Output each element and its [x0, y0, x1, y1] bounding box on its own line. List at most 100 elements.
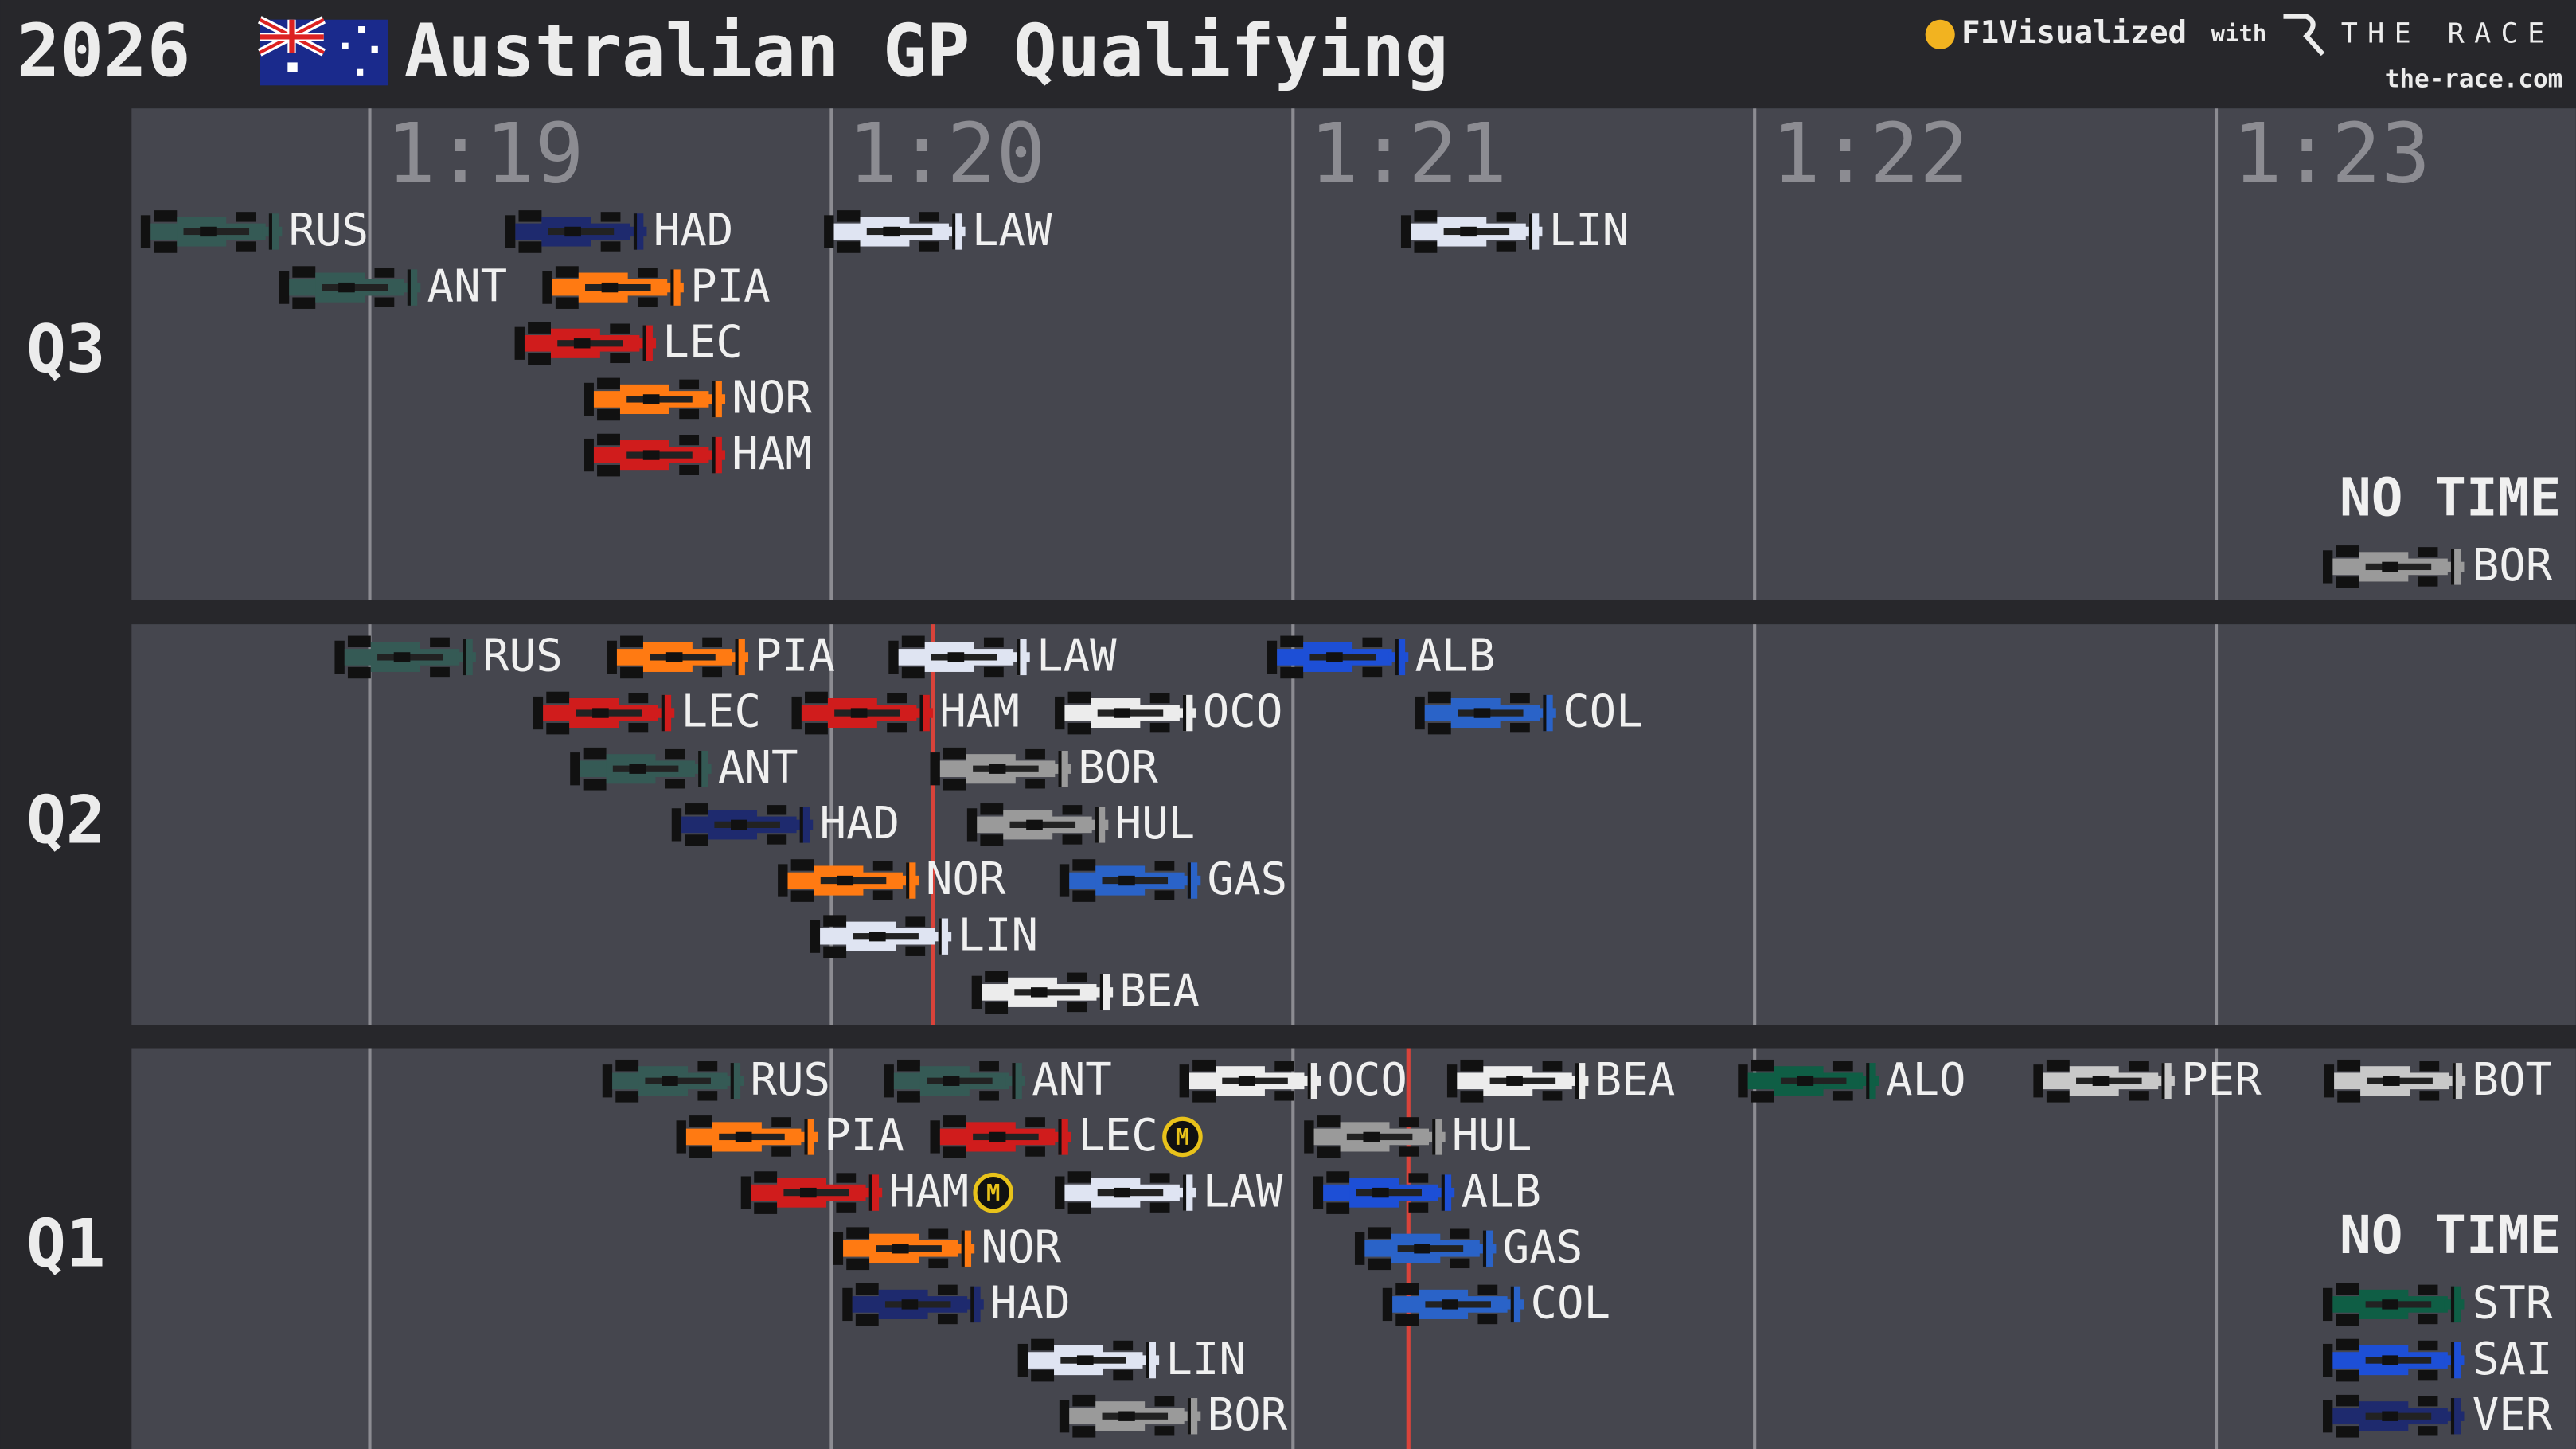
car-part: [676, 1120, 686, 1154]
car-part: [1192, 1091, 1216, 1103]
car-part: [638, 268, 658, 278]
car-part: [570, 752, 580, 786]
car-part: [1192, 1059, 1216, 1072]
car: [1354, 1227, 1497, 1271]
car-part: [2129, 1091, 2149, 1101]
driver-label: LIN: [1165, 1334, 1246, 1385]
car-part: [1238, 1076, 1255, 1086]
car-part: [1113, 1340, 1134, 1351]
car-part: [430, 637, 450, 648]
car-part: [702, 666, 723, 678]
car-part: [2383, 1076, 2400, 1086]
car: [791, 691, 933, 735]
driver-label: BOR: [1078, 742, 1158, 794]
car-part: [1113, 1369, 1134, 1381]
car-part: [528, 353, 551, 365]
car-part: [1067, 972, 1087, 982]
car-part: [292, 297, 316, 309]
no-time-label: NO TIME: [2340, 1205, 2561, 1266]
car-part: [730, 1063, 734, 1099]
car-part: [1222, 1077, 1288, 1084]
car-part: [2336, 1338, 2359, 1351]
car-part: [1543, 694, 1547, 732]
car-part: [546, 691, 570, 704]
driver-label: HUL: [1115, 798, 1196, 849]
car: [971, 971, 1114, 1014]
car-part: [952, 213, 956, 250]
car-part: [2336, 1314, 2359, 1326]
car-part: [1017, 639, 1021, 676]
car: [1059, 1394, 1201, 1438]
car: [334, 635, 476, 679]
tyre-icon: [973, 1172, 1013, 1213]
car-part: [555, 297, 579, 309]
car-part: [1067, 1202, 1091, 1214]
car-part: [989, 1131, 1006, 1142]
driver-label: BOT: [2472, 1054, 2552, 1106]
car-part: [1460, 1059, 1484, 1072]
car-part: [679, 379, 700, 390]
driver-label: PER: [2181, 1054, 2262, 1106]
car: [778, 859, 919, 902]
car-part: [735, 639, 739, 676]
car-part: [1097, 709, 1164, 717]
car-part: [597, 377, 620, 390]
car-part: [1099, 974, 1103, 1011]
driver-label: LEC: [1078, 1110, 1158, 1162]
car: [542, 266, 684, 309]
car-part: [665, 652, 683, 662]
car-part: [1067, 722, 1091, 735]
car-part: [901, 666, 925, 679]
car-part: [2336, 576, 2359, 588]
car-part: [685, 834, 708, 846]
car-part: [855, 1283, 879, 1295]
car-part: [2419, 1061, 2440, 1072]
car-part: [2450, 1398, 2455, 1435]
driver-label: OCO: [1327, 1054, 1407, 1106]
car-part: [633, 213, 638, 250]
car-part: [518, 210, 542, 222]
car-part: [740, 1176, 751, 1209]
car-part: [1118, 1411, 1135, 1421]
session-label: Q3: [26, 311, 105, 388]
car-part: [833, 1232, 844, 1265]
car-part: [1356, 1189, 1422, 1197]
car-part: [670, 269, 674, 306]
car-part: [600, 212, 621, 222]
car-part: [629, 764, 646, 774]
car-part: [799, 807, 803, 843]
car: [1313, 1171, 1455, 1214]
car-part: [2452, 1063, 2456, 1099]
car-part: [1542, 1091, 1563, 1101]
car-part: [1395, 1283, 1419, 1295]
car-part: [584, 438, 594, 472]
car-part: [1441, 1174, 1445, 1211]
car-part: [731, 819, 747, 830]
car-part: [1017, 1343, 1028, 1377]
car-part: [937, 1314, 958, 1325]
car-part: [892, 1244, 909, 1254]
car-part: [989, 764, 1006, 774]
car-part: [430, 666, 450, 678]
car-part: [546, 722, 570, 735]
car: [1382, 1283, 1524, 1326]
car-part: [697, 1061, 718, 1072]
car-part: [1118, 875, 1135, 886]
car-part: [650, 654, 716, 661]
car-part: [712, 381, 716, 418]
car-part: [661, 694, 665, 732]
car-part: [1149, 722, 1170, 733]
car-part: [1187, 862, 1191, 899]
panel: [131, 1048, 2576, 1449]
car-part: [1067, 691, 1091, 704]
car-part: [979, 1091, 999, 1101]
flag: [257, 16, 388, 86]
car-part: [1408, 1173, 1429, 1183]
driver-label: ANT: [427, 260, 508, 312]
car-part: [970, 1286, 974, 1323]
car-part: [1362, 666, 1383, 678]
car-part: [2367, 1077, 2433, 1084]
car-part: [1382, 1287, 1393, 1322]
car-part: [1427, 722, 1451, 735]
car-part: [154, 241, 178, 253]
